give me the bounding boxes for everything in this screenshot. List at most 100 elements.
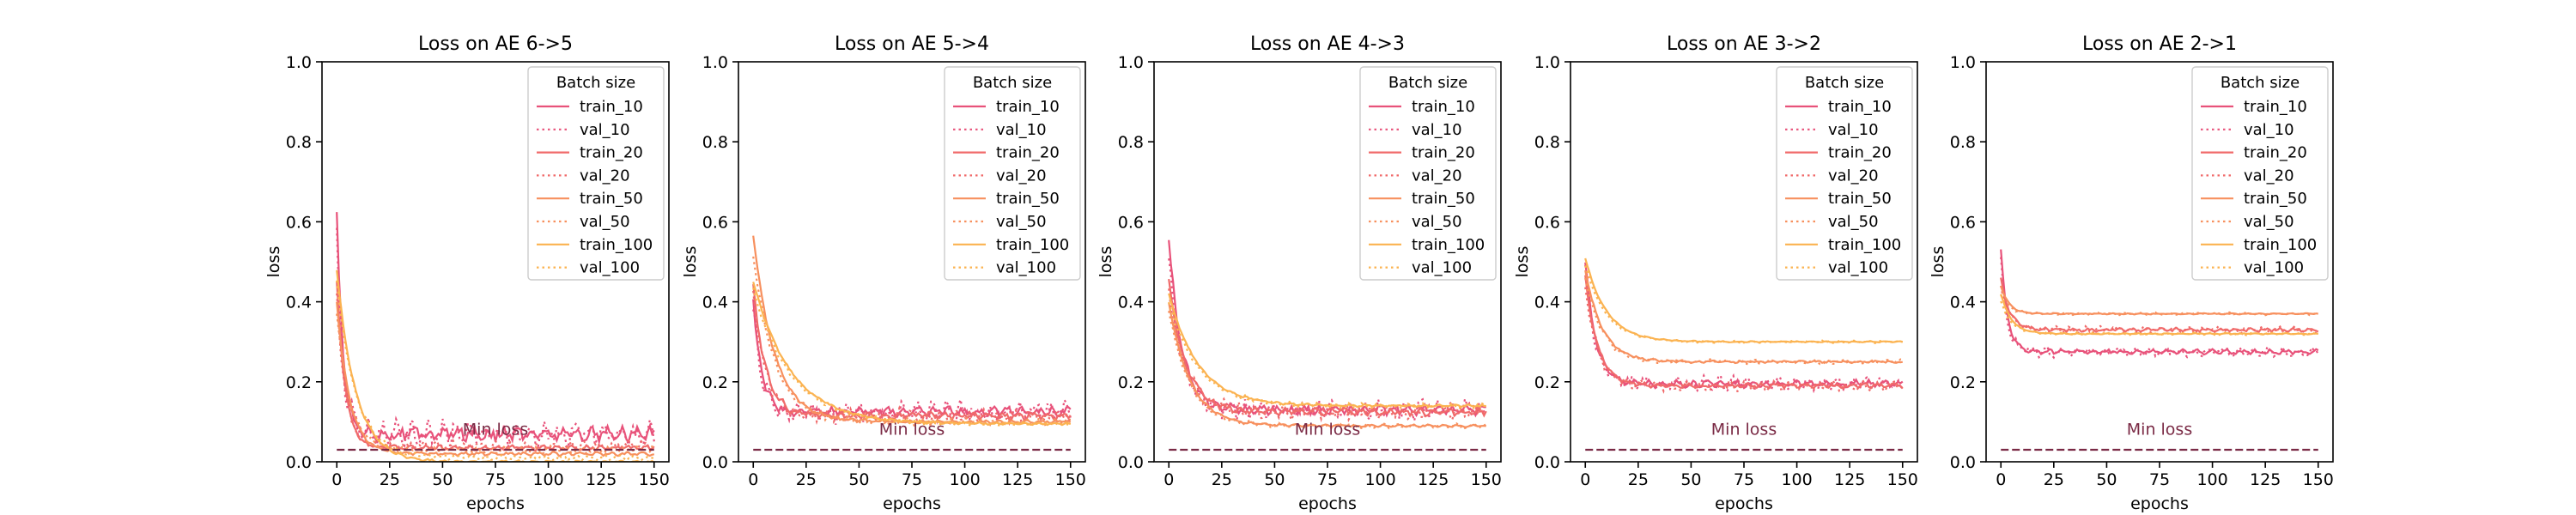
- series-line-train-100: [336, 270, 655, 462]
- x-tick-label: 50: [1264, 470, 1285, 489]
- min-loss-label: Min loss: [1711, 420, 1777, 439]
- series-line-val-20: [336, 293, 655, 454]
- series-line-val-100: [1584, 265, 1903, 345]
- y-tick-label: 0.4: [1534, 294, 1560, 312]
- legend-label-val-10: val_10: [996, 121, 1047, 139]
- legend-label-train-20: train_20: [996, 144, 1060, 162]
- x-tick-label: 150: [1471, 470, 1502, 489]
- x-tick-label: 0: [1580, 470, 1590, 489]
- legend-label-val-50: val_50: [996, 213, 1047, 231]
- y-tick-label: 0.6: [286, 213, 312, 232]
- legend-title: Batch size: [973, 74, 1052, 92]
- y-axis-label: loss: [681, 246, 700, 278]
- series-lines: [336, 212, 655, 462]
- legend: Batch size train_10 val_10 train_20 val_20tr…: [1776, 66, 1913, 281]
- series-lines: [2000, 249, 2319, 360]
- series-lines: [1584, 258, 1904, 394]
- legend-box: [1359, 66, 1497, 281]
- x-tick-label: 75: [1734, 470, 1754, 489]
- series-line-val-50: [1584, 277, 1904, 366]
- legend-label-val-50: val_50: [580, 213, 630, 231]
- subplot-5: Min loss 0 25 50 75 100 125 150 0.0 0.2 0.4 0.6 0.8 1…: [1929, 33, 2334, 513]
- legend-label-train-50: train_50: [2244, 190, 2307, 208]
- y-tick-label: 0.0: [286, 453, 312, 472]
- x-tick-label: 50: [848, 470, 869, 489]
- chart-title: Loss on AE 2->1: [2082, 33, 2237, 55]
- legend-box: [527, 66, 665, 281]
- subplot-1: Min loss 0 25 50 75 100 125 150 0.0 0.2 0.4 0.6 0.8 1…: [264, 33, 670, 513]
- min-loss-label: Min loss: [2127, 420, 2192, 439]
- legend-label-val-100: val_100: [580, 259, 640, 277]
- legend-label-val-20: val_20: [1412, 167, 1462, 185]
- legend: Batch size train_10 val_10 train_20 val_20tr…: [1359, 66, 1497, 281]
- x-tick-label: 25: [1212, 470, 1232, 489]
- series-line-val-10: [1168, 258, 1487, 422]
- series-line-train-100: [1168, 293, 1486, 409]
- y-tick-label: 1.0: [1534, 53, 1560, 72]
- legend: Batch size train_10 val_10 train_20 val_20tr…: [527, 66, 665, 281]
- chart-title: Loss on AE 4->3: [1250, 33, 1405, 55]
- legend-box: [944, 66, 1081, 281]
- y-tick-label: 0.4: [702, 294, 728, 312]
- chart-title: Loss on AE 3->2: [1667, 33, 1821, 55]
- series-line-val-20: [752, 290, 1072, 427]
- legend-label-val-10: val_10: [2244, 121, 2294, 139]
- legend-box: [2191, 66, 2329, 281]
- subplot-3: Min loss 0 25 50 75 100 125 150 0.0 0.2 0.4 0.6 0.8 1…: [1097, 33, 1502, 513]
- series-lines: [1168, 239, 1487, 430]
- x-tick-label: 125: [1834, 470, 1865, 489]
- legend-label-train-100: train_100: [1412, 236, 1485, 254]
- x-tick-label: 100: [1364, 470, 1395, 489]
- y-tick-label: 0.0: [1534, 453, 1560, 472]
- legend-label-train-100: train_100: [996, 236, 1069, 254]
- legend-label-val-20: val_20: [1828, 167, 1879, 185]
- y-axis-label: loss: [264, 246, 283, 278]
- legend-label-train-100: train_100: [2244, 236, 2317, 254]
- y-axis-label: loss: [1929, 246, 1947, 278]
- x-tick-label: 75: [902, 470, 922, 489]
- legend-label-train-100: train_100: [580, 236, 653, 254]
- x-axis-label: epochs: [1715, 494, 1773, 513]
- legend-label-val-20: val_20: [2244, 167, 2294, 185]
- series-line-val-50: [336, 313, 655, 456]
- legend-label-val-50: val_50: [2244, 213, 2294, 231]
- x-tick-label: 125: [1002, 470, 1033, 489]
- x-tick-label: 150: [1055, 470, 1086, 489]
- y-tick-label: 0.0: [1950, 453, 1976, 472]
- y-tick-label: 0.0: [702, 453, 728, 472]
- y-tick-label: 0.2: [1118, 373, 1144, 392]
- x-tick-label: 125: [2250, 470, 2281, 489]
- legend: Batch size train_10 val_10 train_20 val_20tr…: [2191, 66, 2329, 281]
- y-tick-label: 0.8: [702, 133, 728, 152]
- x-tick-label: 25: [380, 470, 400, 489]
- y-tick-label: 0.6: [1534, 213, 1560, 232]
- legend-label-train-10: train_10: [1828, 98, 1892, 116]
- legend-label-train-50: train_50: [1412, 190, 1475, 208]
- legend-title: Batch size: [556, 74, 635, 92]
- series-line-val-20: [1584, 287, 1904, 394]
- x-tick-label: 50: [1680, 470, 1701, 489]
- x-tick-label: 0: [1996, 470, 2006, 489]
- y-tick-label: 1.0: [286, 53, 312, 72]
- y-tick-label: 0.4: [286, 294, 312, 312]
- x-tick-label: 100: [2196, 470, 2227, 489]
- legend-label-train-10: train_10: [580, 98, 643, 116]
- series-line-train-100: [2000, 294, 2318, 336]
- y-tick-label: 0.6: [702, 213, 728, 232]
- x-tick-label: 100: [532, 470, 563, 489]
- x-tick-label: 125: [586, 470, 617, 489]
- subplot-4: Min loss 0 25 50 75 100 125 150 0.0 0.2 0.4 0.6 0.8 1…: [1513, 33, 1918, 513]
- x-tick-label: 150: [1887, 470, 1918, 489]
- y-tick-label: 0.2: [1950, 373, 1976, 392]
- legend-label-train-20: train_20: [2244, 144, 2307, 162]
- min-loss-label: Min loss: [1295, 420, 1360, 439]
- x-tick-label: 25: [1628, 470, 1649, 489]
- x-axis-label: epochs: [883, 494, 941, 513]
- legend-label-val-20: val_20: [996, 167, 1047, 185]
- subplot-2: Min loss 0 25 50 75 100 125 150 0.0 0.2 0.4 0.6 0.8 1…: [681, 33, 1086, 513]
- legend-label-train-10: train_10: [996, 98, 1060, 116]
- y-tick-label: 0.0: [1118, 453, 1144, 472]
- series-line-val-50: [752, 256, 1072, 427]
